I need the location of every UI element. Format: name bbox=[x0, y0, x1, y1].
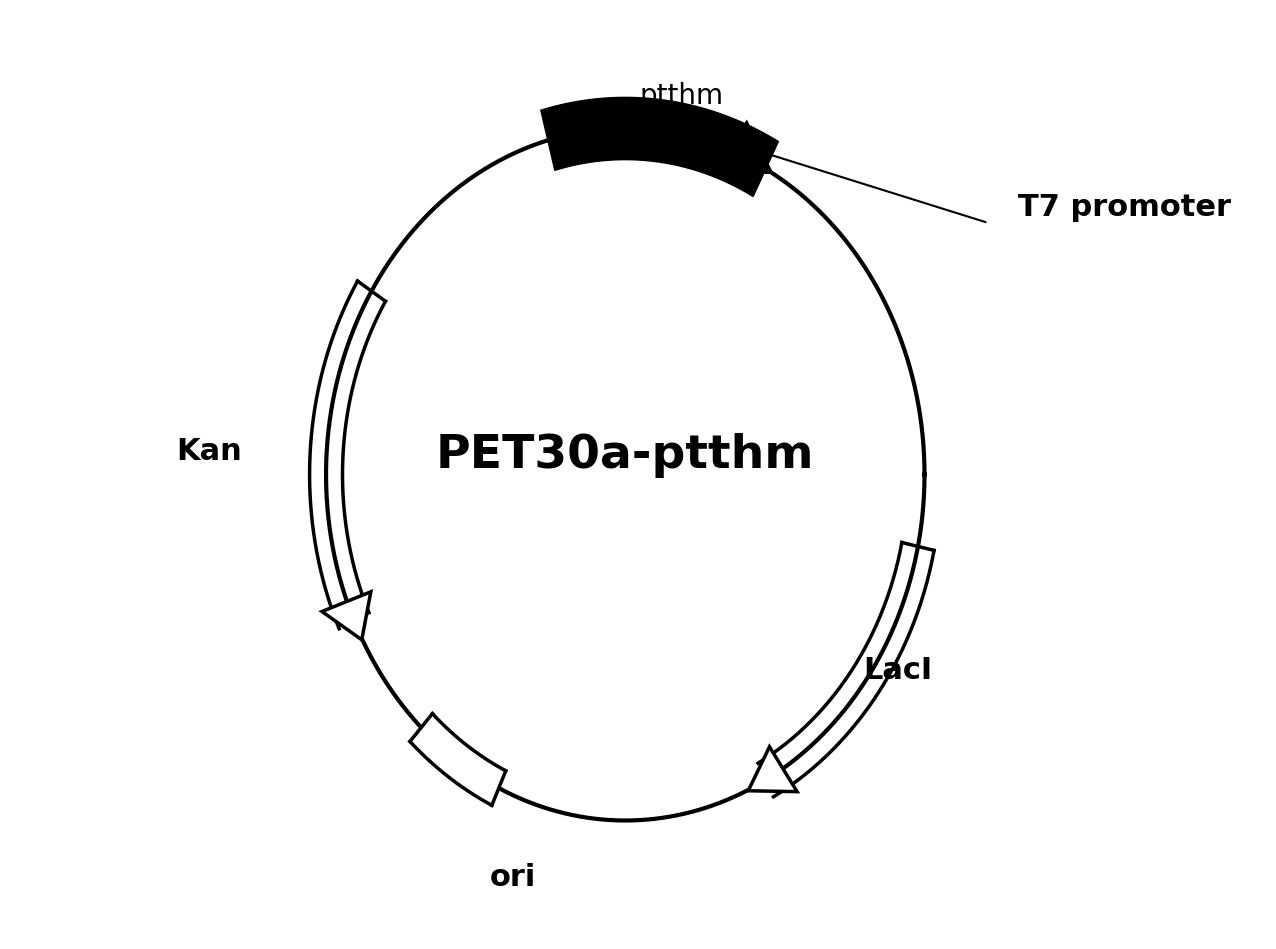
Text: ori: ori bbox=[490, 863, 536, 891]
Polygon shape bbox=[322, 592, 371, 640]
Polygon shape bbox=[713, 120, 773, 175]
Text: Kan: Kan bbox=[176, 437, 242, 466]
Text: PET30a-ptthm: PET30a-ptthm bbox=[436, 434, 814, 478]
Text: ptthm: ptthm bbox=[639, 82, 723, 110]
Polygon shape bbox=[748, 747, 798, 791]
Polygon shape bbox=[410, 714, 505, 806]
Polygon shape bbox=[541, 98, 778, 196]
Text: T7 promoter: T7 promoter bbox=[1018, 194, 1231, 222]
Text: LacI: LacI bbox=[864, 657, 933, 685]
